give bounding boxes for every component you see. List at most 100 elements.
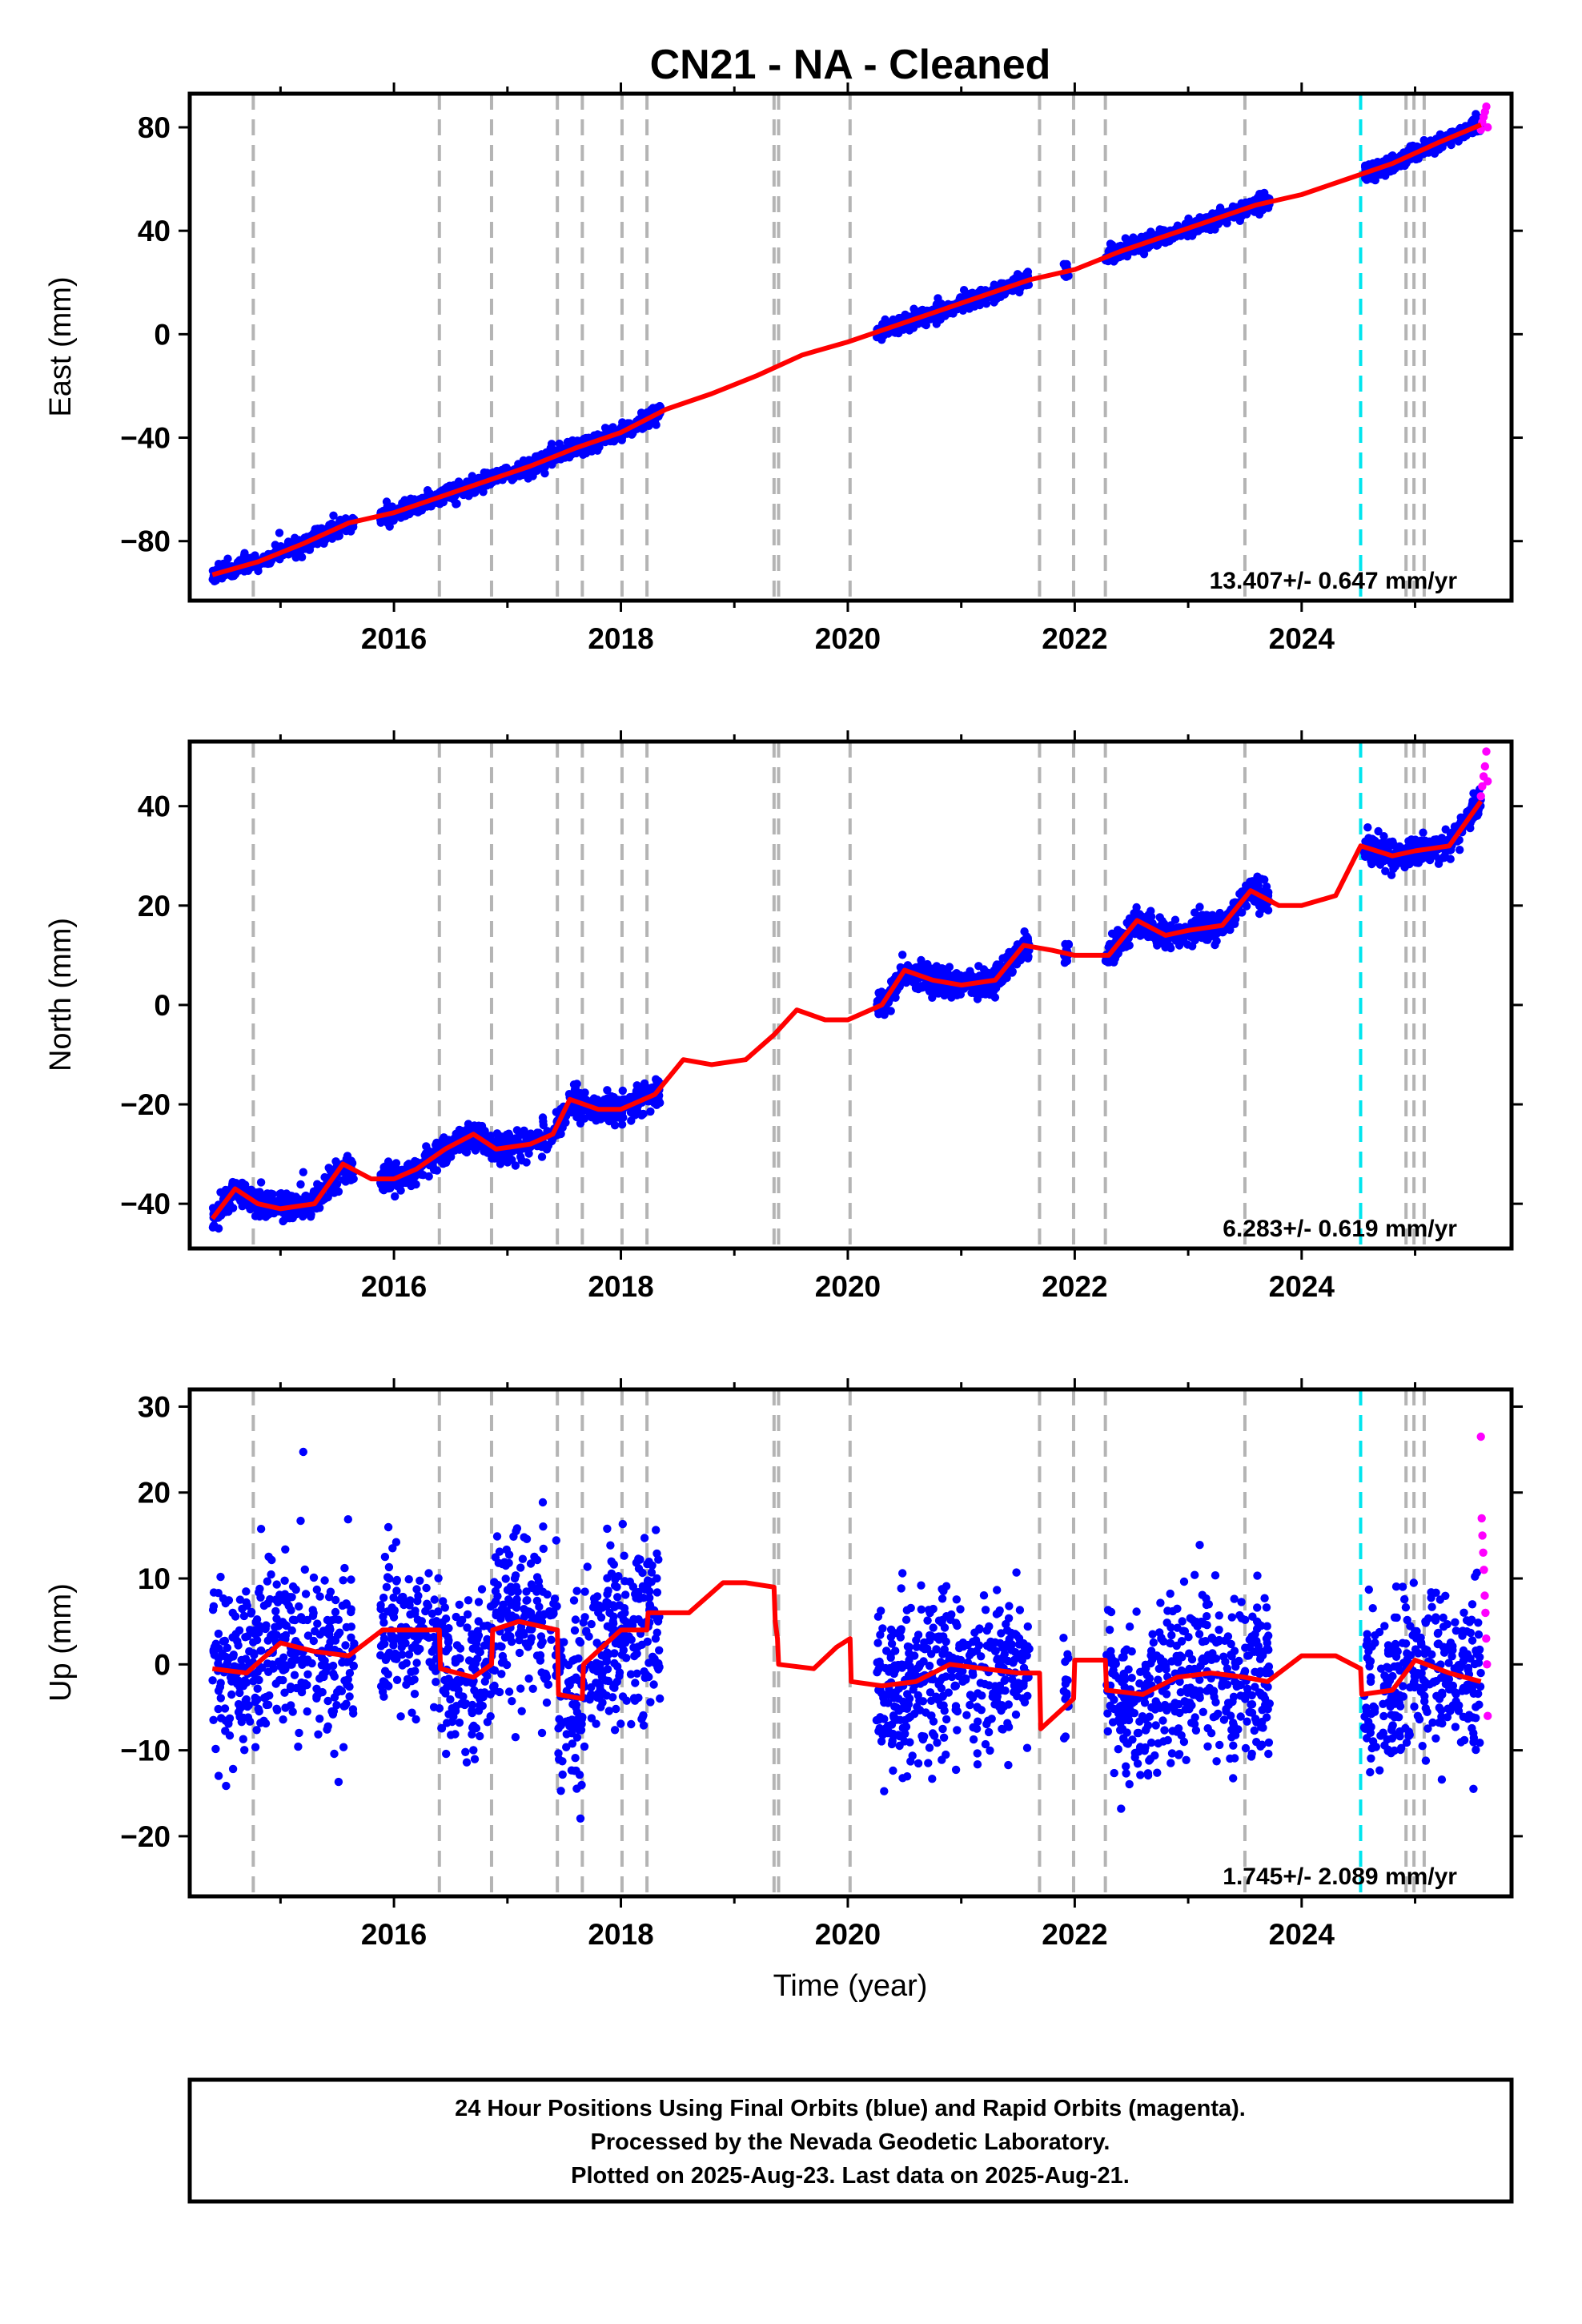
north-final-orbit-point (432, 1166, 442, 1175)
north-x-tick-label: 2018 (588, 1270, 653, 1303)
north-final-orbit-point (410, 1156, 420, 1166)
north-final-orbit-point (522, 1158, 531, 1167)
east-final-orbit-point (1388, 153, 1397, 162)
east-final-orbit-point (990, 280, 999, 289)
north-final-orbit-point (632, 1081, 641, 1090)
north-final-orbit-point (376, 1180, 386, 1189)
east-final-orbit-point (382, 497, 391, 506)
north-final-orbit-point (1061, 939, 1070, 949)
north-final-orbit-point (266, 1190, 275, 1199)
east-y-tick-label: −40 (120, 422, 171, 455)
north-final-orbit-point (299, 1212, 307, 1221)
north-final-orbit-point (1202, 935, 1211, 944)
north-final-orbit-point (637, 1111, 646, 1120)
east-final-orbit-point (1129, 233, 1138, 242)
north-final-orbit-point (282, 1189, 291, 1198)
north-final-orbit-point (1438, 854, 1447, 862)
north-final-orbit-point (1407, 837, 1415, 846)
east-final-orbit-point (1472, 110, 1480, 119)
north-x-tick-label: 2024 (1269, 1270, 1335, 1303)
north-final-orbit-point (275, 1189, 284, 1199)
east-final-orbit-point (329, 511, 338, 520)
east-final-orbit-point (593, 446, 602, 455)
east-x-tick-label: 2016 (361, 622, 427, 655)
north-final-orbit-point (1419, 828, 1427, 837)
east-final-orbit-point (423, 486, 432, 495)
east-rapid-orbit-point (1484, 123, 1492, 132)
north-final-orbit-point (432, 1140, 440, 1150)
north-final-orbit-point (342, 1169, 351, 1179)
east-plot-frame (187, 91, 1514, 603)
north-final-orbit-point (1016, 955, 1025, 965)
north-final-orbit-point (1164, 942, 1173, 951)
east-final-orbit-point (488, 468, 496, 477)
east-event-lines (251, 94, 1426, 601)
east-final-orbit-point (1362, 175, 1371, 184)
north-final-orbit-point (383, 1166, 392, 1175)
east-model-line (211, 123, 1482, 577)
north-final-orbit-point (1363, 823, 1372, 832)
north-final-orbit-point (1107, 929, 1117, 939)
east-rapid-orbit-point (1482, 102, 1491, 111)
east-final-orbit-point (1255, 190, 1264, 199)
north-final-orbit-point (618, 1086, 627, 1096)
north-final-orbit-point (652, 1100, 661, 1110)
east-y-tick-label: 40 (138, 215, 171, 247)
east-final-orbit-point (1438, 143, 1447, 151)
north-final-orbit-point (208, 1223, 218, 1232)
east-y-axis-label: East (mm) (44, 276, 78, 416)
east-y-tick-label: −80 (120, 525, 171, 558)
north-final-orbit-point (305, 1208, 314, 1217)
north-final-orbit-point (504, 1129, 513, 1138)
north-final-orbit-point (1456, 846, 1464, 854)
east-x-tick-label: 2024 (1269, 622, 1335, 655)
north-final-orbit-point (327, 1188, 336, 1197)
north-rapid-orbit-point (1476, 792, 1485, 801)
east-final-orbit-point (417, 506, 427, 515)
east-final-orbit-point (1214, 219, 1223, 228)
north-final-orbit-point (1152, 938, 1162, 947)
north-rapid-orbit-point (1480, 762, 1490, 771)
east-final-orbit-point (1139, 250, 1149, 259)
east-final-orbit-point (254, 566, 263, 576)
north-final-orbit-point (349, 1174, 358, 1184)
east-final-orbit-point (1142, 231, 1151, 240)
north-final-orbit-point (1170, 915, 1180, 924)
north-final-orbit-point (422, 1142, 431, 1151)
east-final-orbit-point (1062, 259, 1071, 269)
east-y-tick-label: 0 (154, 318, 171, 351)
north-final-orbit-point (391, 1192, 400, 1201)
north-model-line (210, 799, 1484, 1220)
north-final-orbit-point (516, 1152, 525, 1161)
north-final-orbit-point (496, 1136, 505, 1145)
north-final-orbit-point (537, 1152, 547, 1161)
north-final-orbit-point (440, 1133, 448, 1142)
north-final-orbit-point (396, 1186, 405, 1195)
east-final-orbit-point (540, 468, 549, 478)
north-final-orbit-point (967, 988, 976, 998)
north-final-orbit-point (1122, 941, 1132, 951)
north-final-orbit-point (453, 1130, 462, 1140)
north-final-orbit-point (604, 1099, 613, 1108)
east-y-tick-label: 80 (138, 111, 171, 144)
east-final-orbit-point (555, 439, 564, 448)
north-rapid-orbit-point (1482, 747, 1491, 756)
north-final-orbit-point (324, 1164, 333, 1172)
north-final-orbit-point (572, 1109, 580, 1119)
east-final-orbit-point (335, 531, 343, 541)
east-final-orbit-point (400, 496, 409, 505)
north-final-orbit-point (1195, 903, 1204, 911)
north-final-orbit-point (524, 1133, 533, 1142)
east-final-orbit-point (909, 304, 918, 313)
north-final-orbit-point (256, 1178, 266, 1187)
north-final-orbit-point (572, 1080, 581, 1088)
north-final-orbit-point (610, 1121, 620, 1130)
north-final-orbit-point (604, 1116, 613, 1126)
east-final-orbit-point (223, 554, 232, 563)
north-final-orbit-point (959, 973, 968, 983)
north-final-orbit-point (576, 1119, 585, 1128)
north-final-orbit-point (898, 951, 907, 959)
east-final-orbit-point (210, 577, 219, 585)
